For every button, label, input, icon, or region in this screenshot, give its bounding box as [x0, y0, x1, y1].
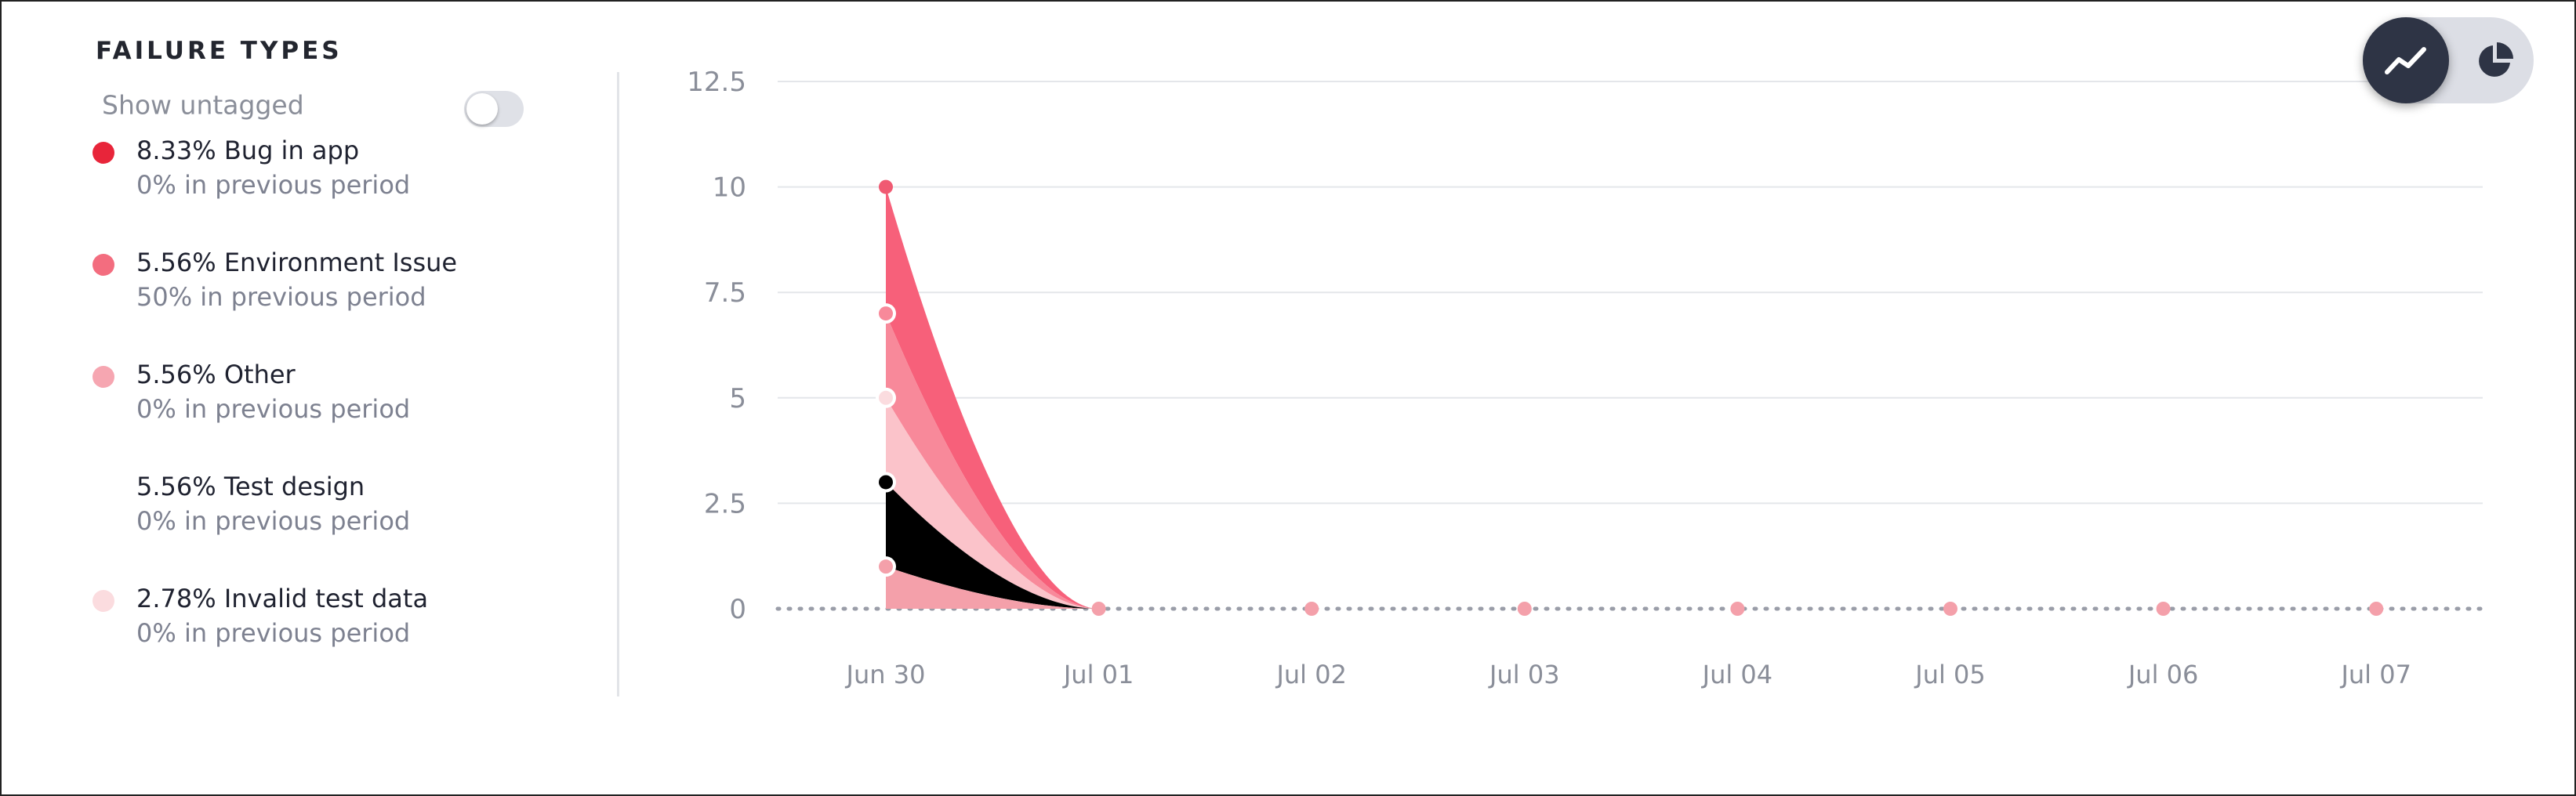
- data-point-marker: [2156, 602, 2171, 616]
- x-tick-label: Jul 02: [1275, 660, 1347, 689]
- area-band: [886, 313, 1099, 609]
- x-tick-label: Jul 07: [2339, 660, 2411, 689]
- area-band: [886, 482, 1099, 609]
- x-tick-label: Jul 05: [1914, 660, 1986, 689]
- legend-item-label: 5.56% Other: [136, 360, 296, 389]
- y-tick-label: 5: [729, 383, 746, 414]
- line-chart-view-button[interactable]: [2363, 17, 2449, 103]
- legend-item-previous: 0% in previous period: [136, 506, 411, 536]
- data-point-marker: [1517, 602, 1532, 616]
- y-tick-label: 0: [729, 594, 746, 625]
- panel-title: FAILURE TYPES: [96, 37, 343, 65]
- data-point-marker: [1091, 602, 1106, 616]
- y-tick-label: 12.5: [687, 67, 746, 98]
- show-untagged-label: Show untagged: [102, 89, 304, 121]
- x-tick-label: Jul 01: [1062, 660, 1134, 689]
- x-tick-label: Jul 04: [1701, 660, 1773, 689]
- y-tick-label: 7.5: [704, 277, 746, 309]
- y-tick-label: 2.5: [704, 488, 746, 519]
- legend-color-dot: [93, 366, 114, 388]
- x-tick-label: Jul 06: [2127, 660, 2199, 689]
- data-point-marker: [1730, 602, 1745, 616]
- legend-item-label: 5.56% Environment Issue: [136, 248, 458, 277]
- legend-color-dot: [93, 142, 114, 164]
- x-tick-label: Jul 03: [1488, 660, 1560, 689]
- data-point-marker: [879, 390, 893, 405]
- y-tick-label: 10: [713, 172, 746, 204]
- data-point-marker: [879, 475, 893, 490]
- data-point-marker: [879, 179, 893, 194]
- legend-item-previous: 0% in previous period: [136, 394, 411, 424]
- data-point-marker: [2369, 602, 2384, 616]
- area-band: [886, 566, 1099, 609]
- legend-item-invalid-test-data[interactable]: 2.78% Invalid test data 0% in previous p…: [93, 583, 532, 648]
- show-untagged-row: Show untagged: [102, 81, 525, 128]
- line-chart-icon: [2385, 47, 2426, 74]
- pie-chart-icon: [2479, 42, 2513, 77]
- x-tick-label: Jun 30: [845, 660, 926, 689]
- legend-item-label: 2.78% Invalid test data: [136, 584, 429, 613]
- legend-color-dot: [93, 478, 114, 500]
- show-untagged-toggle[interactable]: [464, 91, 524, 127]
- panel-divider: [617, 72, 619, 696]
- legend-item-other[interactable]: 5.56% Other 0% in previous period: [93, 359, 532, 424]
- data-point-marker: [1304, 602, 1319, 616]
- legend-item-test-design[interactable]: 5.56% Test design 0% in previous period: [93, 471, 532, 536]
- legend-color-dot: [93, 254, 114, 276]
- legend-item-previous: 0% in previous period: [136, 170, 411, 200]
- legend-item-environment-issue[interactable]: 5.56% Environment Issue 50% in previous …: [93, 247, 532, 312]
- legend-panel: FAILURE TYPES Show untagged 8.33% Bug in…: [88, 25, 527, 648]
- pie-chart-view-button[interactable]: [2457, 17, 2534, 103]
- legend-item-label: 8.33% Bug in app: [136, 136, 360, 165]
- legend-item-previous: 50% in previous period: [136, 282, 426, 312]
- data-point-marker: [879, 306, 893, 321]
- failure-types-area-chart: 0 2.5 5 7.5 10 12.5 Jun 30 Jul 01 Jul 02 Jul 03 Ju…: [687, 67, 2485, 689]
- data-point-marker: [879, 559, 893, 574]
- legend-item-label: 5.56% Test design: [136, 472, 365, 501]
- data-point-marker: [1943, 602, 1957, 616]
- area-band: [886, 186, 1099, 610]
- chart-view-toggle: [2363, 17, 2534, 103]
- area-band: [886, 397, 1099, 609]
- legend-item-previous: 0% in previous period: [136, 618, 411, 648]
- legend-item-bug-in-app[interactable]: 8.33% Bug in app 0% in previous period: [93, 135, 532, 200]
- toggle-knob[interactable]: [466, 93, 498, 125]
- legend-color-dot: [93, 590, 114, 612]
